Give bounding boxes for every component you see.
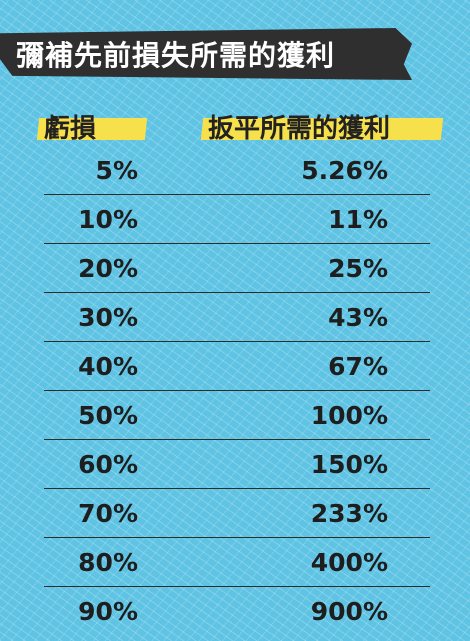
data-table: 5% 5.26% 10% 11% 20% 25% 30% 43% 40% 67% 50% 100% 60… <box>0 150 470 640</box>
loss-value: 50% <box>78 401 138 430</box>
loss-value: 40% <box>78 352 138 381</box>
row-divider <box>44 194 430 195</box>
loss-value: 10% <box>78 205 138 234</box>
required-gain-value: 233% <box>310 499 388 528</box>
loss-value: 5% <box>95 156 138 185</box>
column-header-loss: 虧損 <box>36 108 148 144</box>
row-divider <box>44 537 430 538</box>
required-gain-value: 5.26% <box>301 156 388 185</box>
table-row: 30% 43% <box>0 297 470 346</box>
table-row: 10% 11% <box>0 199 470 248</box>
required-gain-value: 25% <box>328 254 388 283</box>
table-row: 90% 900% <box>0 591 470 640</box>
row-divider <box>44 341 430 342</box>
required-gain-value: 100% <box>310 401 388 430</box>
table-row: 20% 25% <box>0 248 470 297</box>
required-gain-value: 43% <box>328 303 388 332</box>
page-title: 彌補先前損失所需的獲利 <box>16 39 336 72</box>
required-gain-value: 150% <box>310 450 388 479</box>
required-gain-value: 400% <box>310 548 388 577</box>
loss-value: 30% <box>78 303 138 332</box>
row-divider <box>44 586 430 587</box>
row-divider <box>44 439 430 440</box>
title-banner <box>0 28 412 80</box>
loss-value: 80% <box>78 548 138 577</box>
loss-value: 90% <box>78 597 138 626</box>
loss-value: 20% <box>78 254 138 283</box>
row-divider <box>44 292 430 293</box>
table-row: 60% 150% <box>0 444 470 493</box>
row-divider <box>44 243 430 244</box>
column-header-required-gain: 扳平所需的獲利 <box>200 108 444 144</box>
required-gain-value: 67% <box>328 352 388 381</box>
row-divider <box>44 390 430 391</box>
column-header-gain-label: 扳平所需的獲利 <box>208 114 391 144</box>
loss-value: 70% <box>78 499 138 528</box>
table-row: 70% 233% <box>0 493 470 542</box>
loss-value: 60% <box>78 450 138 479</box>
table-row: 80% 400% <box>0 542 470 591</box>
row-divider <box>44 488 430 489</box>
required-gain-value: 11% <box>328 205 388 234</box>
required-gain-value: 900% <box>310 597 388 626</box>
table-row: 50% 100% <box>0 395 470 444</box>
column-header-loss-label: 虧損 <box>44 114 97 144</box>
table-row: 5% 5.26% <box>0 150 470 199</box>
table-row: 40% 67% <box>0 346 470 395</box>
